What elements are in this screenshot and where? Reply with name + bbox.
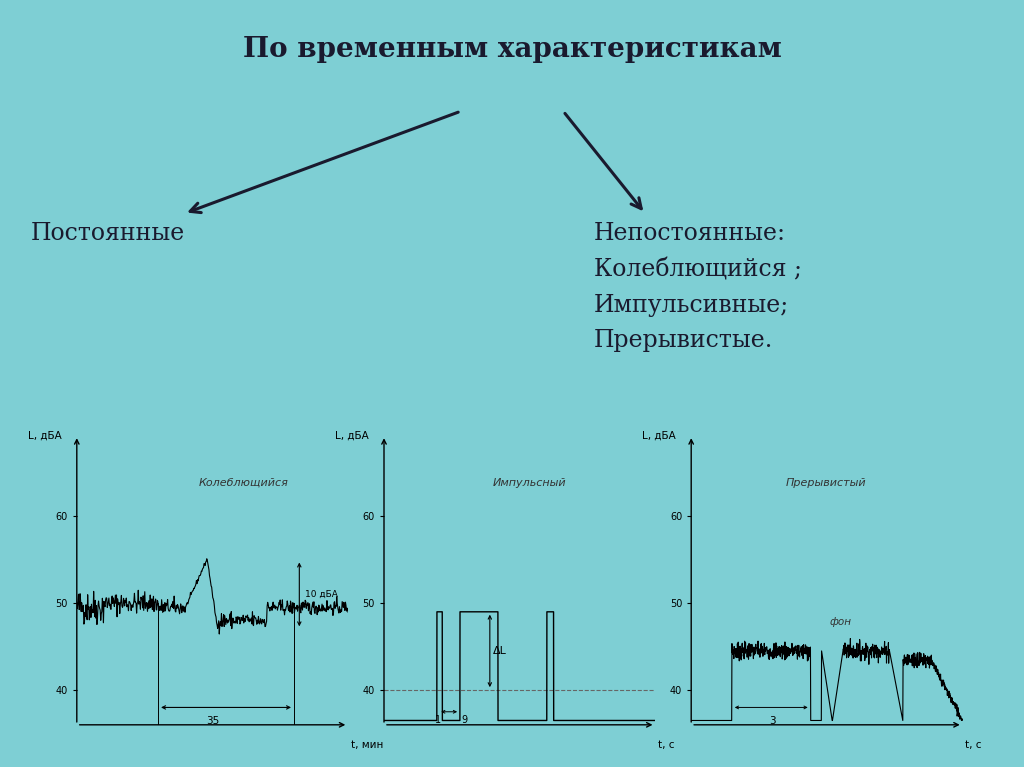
- Text: t, с: t, с: [966, 740, 982, 750]
- Text: Импульсный: Импульсный: [493, 478, 566, 488]
- Text: 35: 35: [206, 716, 219, 726]
- Text: L, дБА: L, дБА: [335, 431, 369, 441]
- Text: 10 дБА: 10 дБА: [305, 590, 338, 599]
- Text: t, мин: t, мин: [351, 740, 383, 750]
- Text: Колеблющийся: Колеблющийся: [199, 478, 289, 488]
- Text: ΔL: ΔL: [493, 646, 507, 656]
- Text: Непостоянные:
Колеблющийся ;
Импульсивные;
Прерывистые.: Непостоянные: Колеблющийся ; Импульсивны…: [594, 222, 802, 352]
- Text: фон: фон: [829, 617, 851, 627]
- Text: L, дБА: L, дБА: [642, 431, 676, 441]
- Text: L, дБА: L, дБА: [28, 431, 61, 441]
- Text: Прерывистый: Прерывистый: [786, 478, 866, 488]
- Text: По временным характеристикам: По временным характеристикам: [243, 35, 781, 63]
- Text: 3: 3: [769, 716, 776, 726]
- Text: t, с: t, с: [658, 740, 675, 750]
- Text: Постоянные: Постоянные: [31, 222, 185, 245]
- Text: 9: 9: [461, 715, 467, 725]
- Text: 1: 1: [435, 715, 441, 725]
